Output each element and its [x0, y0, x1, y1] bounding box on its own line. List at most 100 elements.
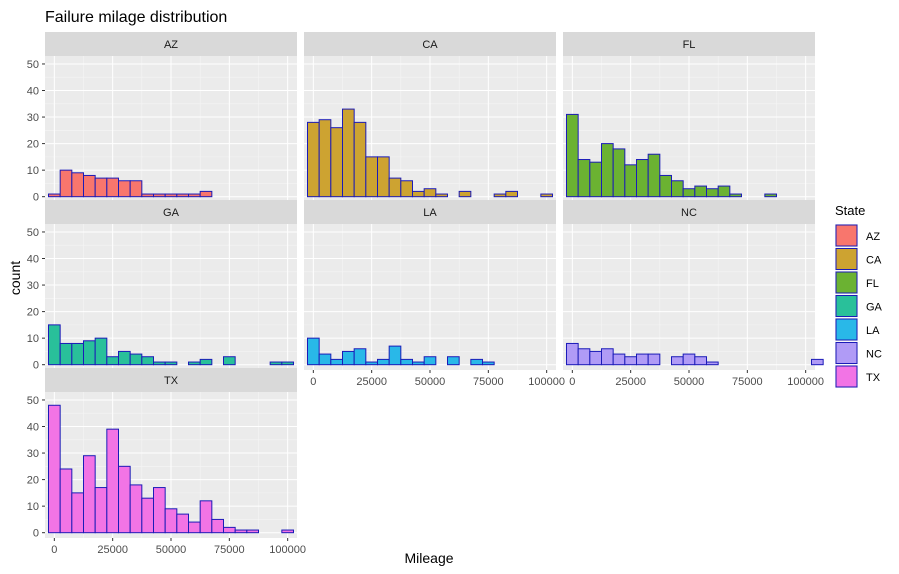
legend-swatch [835, 224, 858, 247]
legend-title: State [835, 203, 865, 218]
histogram-bar [412, 361, 425, 366]
histogram-bar [141, 356, 154, 366]
histogram-bar [188, 361, 201, 366]
x-tick-label: 50000 [415, 376, 446, 388]
x-tick-label: 50000 [156, 544, 187, 556]
histogram-bar [342, 350, 355, 366]
histogram-bar [566, 113, 579, 198]
y-tick-label: 10 [27, 501, 39, 513]
histogram-bar [153, 487, 166, 534]
histogram-bar [83, 455, 96, 534]
histogram-bar [589, 161, 602, 198]
y-tick-label: 50 [27, 59, 39, 71]
histogram-bar [164, 508, 178, 534]
facet-panels: AZ 0 10 20 30 40 50 CA FL GA 0 10 20 30 40 50 LA 0 25000 50… [27, 32, 824, 556]
histogram-bar [647, 153, 661, 198]
histogram-bar [493, 193, 507, 198]
y-tick-label: 0 [33, 360, 39, 372]
x-tick-label: 25000 [356, 376, 387, 388]
legend-item-la: LA [835, 318, 880, 341]
legend-label: TX [866, 372, 881, 384]
histogram-bar [447, 356, 460, 366]
y-tick-label: 30 [27, 448, 39, 460]
facet-strip [563, 200, 815, 224]
y-tick-label: 10 [27, 165, 39, 177]
facet-panel-tx: TX 0 10 20 30 40 50 0 25000 50000 75000 100000 [27, 368, 306, 556]
histogram-bar [400, 180, 414, 198]
histogram-bar [269, 361, 283, 366]
y-tick-label: 20 [27, 307, 39, 319]
histogram-bar [71, 172, 85, 198]
histogram-bar [577, 348, 591, 366]
legend-swatch [835, 365, 858, 388]
histogram-bar [342, 108, 355, 198]
facet-strip-label: FL [683, 39, 696, 51]
histogram-bar [717, 185, 731, 198]
histogram-bar [83, 340, 96, 366]
histogram-bar [566, 342, 579, 366]
legend: State AZ CA FL GA LA NC TX [835, 203, 883, 388]
y-tick-label: 50 [27, 227, 39, 239]
histogram-bar [612, 353, 626, 366]
histogram-bar [188, 193, 201, 198]
histogram-bar [307, 337, 320, 366]
histogram-bar [71, 492, 85, 534]
histogram-bar [706, 361, 719, 366]
histogram-bar [281, 529, 295, 534]
histogram-bar [682, 353, 696, 366]
x-tick-label: 0 [569, 376, 575, 388]
histogram-bar [729, 193, 742, 198]
histogram-bar [377, 156, 390, 198]
histogram-bar [199, 358, 213, 366]
y-tick-label: 10 [27, 333, 39, 345]
histogram-bar [223, 526, 236, 534]
y-tick-label: 20 [27, 139, 39, 151]
histogram-bar [106, 177, 120, 198]
histogram-bar [318, 119, 332, 198]
histogram-bar [211, 518, 224, 534]
histogram-bar [365, 156, 379, 198]
histogram-bar [83, 174, 96, 198]
legend-swatch [835, 342, 858, 364]
histogram-bar [435, 193, 449, 198]
legend-swatch [835, 295, 858, 317]
histogram-bar [164, 361, 178, 366]
x-tick-label: 50000 [674, 376, 705, 388]
facet-panel-ga: GA 0 10 20 30 40 50 [27, 200, 297, 372]
histogram-bar [706, 188, 719, 198]
histogram-bar [540, 193, 553, 198]
histogram-bar [694, 356, 707, 366]
histogram-bar [59, 169, 73, 198]
y-tick-label: 30 [27, 280, 39, 292]
x-tick-label: 75000 [473, 376, 504, 388]
histogram-bar [129, 353, 143, 366]
histogram-bar [624, 164, 637, 198]
facet-strip-label: LA [423, 207, 437, 219]
x-tick-label: 75000 [214, 544, 245, 556]
histogram-bar [106, 356, 120, 366]
histogram-bar [141, 193, 154, 198]
histogram-bar [176, 193, 189, 198]
y-axis-title: count [7, 261, 23, 295]
histogram-bar [577, 159, 591, 198]
x-tick-label: 100000 [269, 544, 306, 556]
chart-title: Failure milage distribution [45, 9, 227, 26]
y-tick-label: 0 [33, 192, 39, 204]
facet-panel-la: LA 0 25000 50000 75000 100000 [304, 200, 565, 388]
histogram-bar [281, 361, 295, 366]
histogram-bar [682, 188, 696, 198]
y-tick-label: 40 [27, 422, 39, 434]
histogram-bar [601, 348, 614, 366]
histogram-bar [458, 190, 472, 198]
y-tick-label: 40 [27, 254, 39, 266]
legend-label: GA [866, 302, 883, 314]
facet-strip [45, 200, 297, 224]
histogram-bar [307, 121, 320, 198]
legend-label: CA [866, 255, 882, 267]
legend-item-az: AZ [835, 224, 880, 247]
legend-label: AZ [866, 231, 880, 243]
legend-item-ga: GA [835, 294, 883, 318]
histogram-bar [423, 188, 437, 198]
histogram-bar [659, 174, 672, 198]
histogram-bar [59, 468, 73, 534]
